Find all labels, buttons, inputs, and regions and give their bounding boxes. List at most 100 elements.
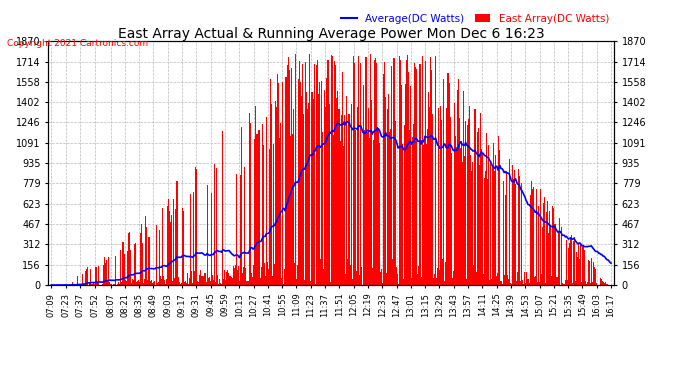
Bar (264, 263, 265, 285)
Bar (349, 114, 350, 285)
Bar (359, 275, 360, 285)
Bar (274, 264, 275, 285)
Bar (117, 284, 119, 285)
Bar (184, 282, 185, 285)
Bar (413, 123, 414, 285)
Bar (389, 132, 391, 285)
Bar (525, 283, 526, 285)
Bar (493, 143, 494, 285)
Bar (244, 167, 245, 285)
Bar (547, 201, 549, 285)
Bar (95, 267, 97, 285)
Bar (321, 81, 322, 285)
Bar (383, 74, 384, 285)
Bar (514, 170, 515, 285)
Bar (594, 267, 595, 285)
Bar (339, 141, 341, 285)
Bar (483, 274, 484, 285)
Bar (89, 283, 90, 285)
Bar (128, 234, 129, 285)
Bar (345, 274, 346, 285)
Bar (376, 63, 377, 285)
Bar (582, 247, 584, 285)
Bar (574, 237, 575, 285)
Bar (353, 56, 354, 285)
Bar (561, 228, 562, 285)
Bar (137, 281, 138, 285)
Bar (172, 280, 173, 285)
Bar (385, 98, 386, 285)
Bar (270, 79, 271, 285)
Bar (549, 211, 551, 285)
Bar (586, 282, 588, 285)
Bar (551, 276, 553, 285)
Bar (337, 91, 339, 285)
Bar (131, 283, 132, 285)
Bar (513, 179, 514, 285)
Bar (414, 63, 415, 285)
Bar (190, 194, 191, 285)
Bar (548, 232, 549, 285)
Bar (253, 265, 255, 285)
Bar (569, 243, 570, 285)
Bar (227, 270, 228, 285)
Bar (164, 280, 165, 285)
Bar (150, 280, 152, 285)
Bar (183, 211, 184, 285)
Bar (332, 56, 333, 285)
Bar (93, 282, 95, 285)
Bar (546, 212, 547, 285)
Bar (85, 271, 86, 285)
Bar (500, 281, 502, 285)
Bar (159, 230, 160, 285)
Bar (395, 267, 397, 285)
Bar (115, 256, 117, 285)
Bar (139, 282, 140, 285)
Bar (301, 96, 302, 285)
Bar (124, 254, 125, 285)
Bar (243, 267, 244, 285)
Bar (564, 284, 565, 285)
Bar (498, 136, 500, 285)
Bar (241, 127, 242, 285)
Bar (273, 144, 274, 285)
Bar (212, 274, 213, 285)
Bar (326, 78, 327, 285)
Bar (492, 165, 493, 285)
Bar (344, 115, 345, 285)
Bar (217, 276, 218, 285)
Bar (242, 273, 243, 285)
Bar (223, 279, 224, 285)
Bar (434, 274, 435, 285)
Bar (334, 61, 335, 285)
Bar (487, 178, 488, 285)
Bar (272, 276, 273, 285)
Bar (601, 279, 602, 285)
Bar (506, 275, 508, 285)
Bar (234, 268, 235, 285)
Bar (225, 280, 226, 285)
Bar (573, 241, 574, 285)
Bar (355, 130, 356, 285)
Bar (208, 276, 210, 285)
Bar (262, 124, 263, 285)
Bar (278, 82, 279, 285)
Bar (245, 268, 246, 285)
Bar (323, 269, 324, 285)
Bar (370, 54, 371, 285)
Bar (138, 280, 139, 285)
Bar (538, 206, 539, 285)
Bar (331, 55, 333, 285)
Bar (571, 235, 572, 285)
Bar (590, 283, 591, 285)
Bar (83, 284, 84, 285)
Bar (481, 150, 482, 285)
Bar (393, 57, 395, 285)
Bar (467, 125, 469, 285)
Bar (459, 118, 460, 285)
Bar (109, 282, 110, 285)
Bar (372, 268, 373, 285)
Bar (524, 272, 525, 285)
Bar (106, 260, 107, 285)
Bar (233, 266, 234, 285)
